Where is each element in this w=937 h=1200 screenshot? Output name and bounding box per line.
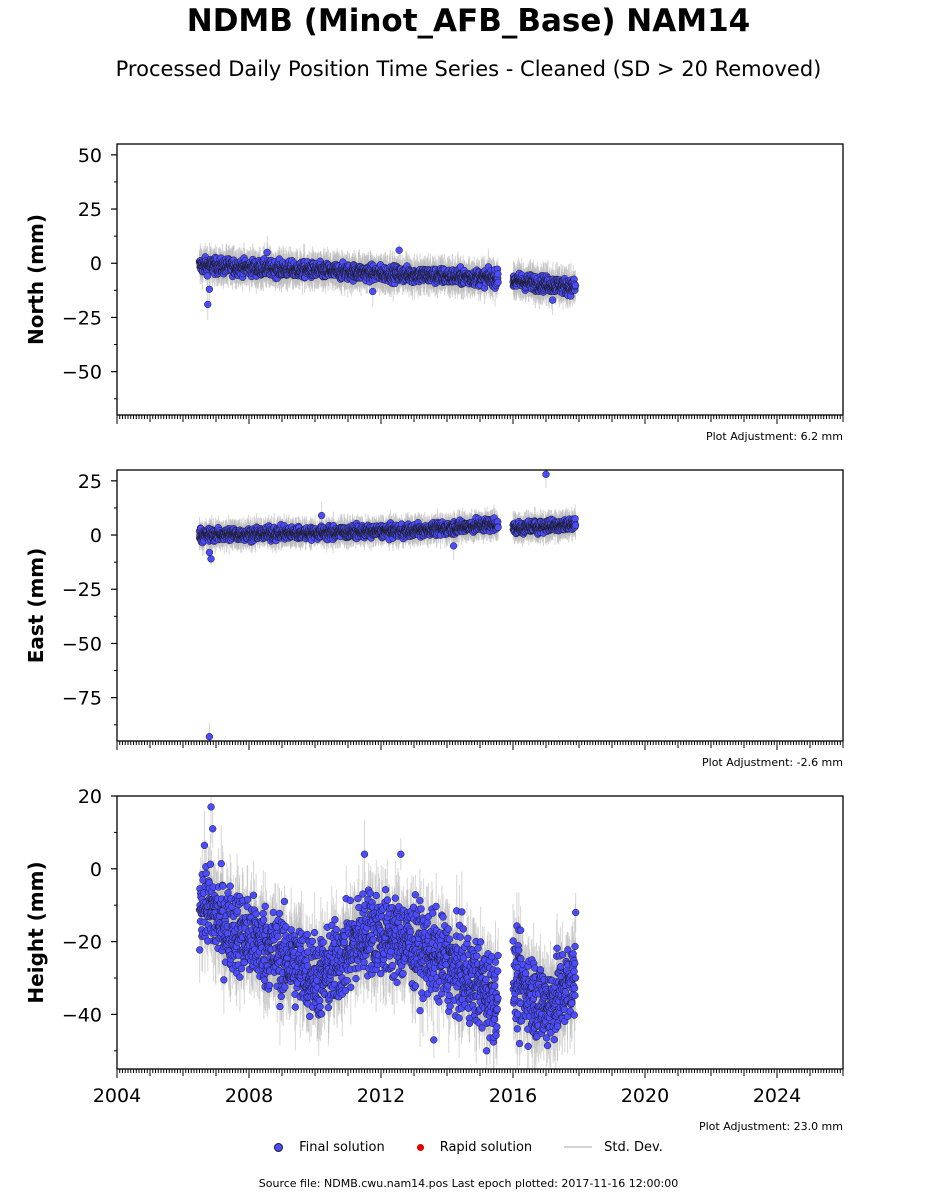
plot-adjustment-label: Plot Adjustment: 6.2 mm bbox=[706, 430, 843, 443]
y-tick-label: 25 bbox=[78, 199, 102, 221]
plot-panel: 50 25 0 −25 −50 North (mm) Plot Adjustment: 6.… bbox=[24, 143, 844, 443]
chart-title: NDMB (Minot_AFB_Base) NAM14 bbox=[186, 3, 751, 39]
data-point bbox=[571, 281, 580, 290]
y-tick-label: −25 bbox=[62, 307, 102, 329]
y-tick-label: 0 bbox=[90, 253, 102, 275]
data-point bbox=[369, 287, 377, 296]
data-point bbox=[494, 278, 502, 286]
chart-subtitle: Processed Daily Position Time Series - C… bbox=[115, 57, 822, 81]
y-tick-label: −50 bbox=[62, 362, 102, 384]
data-point bbox=[548, 296, 557, 304]
data-points bbox=[195, 246, 580, 309]
y-axis-label: North (mm) bbox=[24, 214, 48, 345]
data-point bbox=[204, 300, 212, 309]
data-point bbox=[494, 270, 502, 278]
std-dev-bars bbox=[199, 470, 577, 741]
data-point bbox=[395, 246, 403, 254]
y-tick-label: 50 bbox=[78, 145, 102, 167]
data-point bbox=[205, 285, 214, 293]
data-point bbox=[263, 248, 271, 257]
